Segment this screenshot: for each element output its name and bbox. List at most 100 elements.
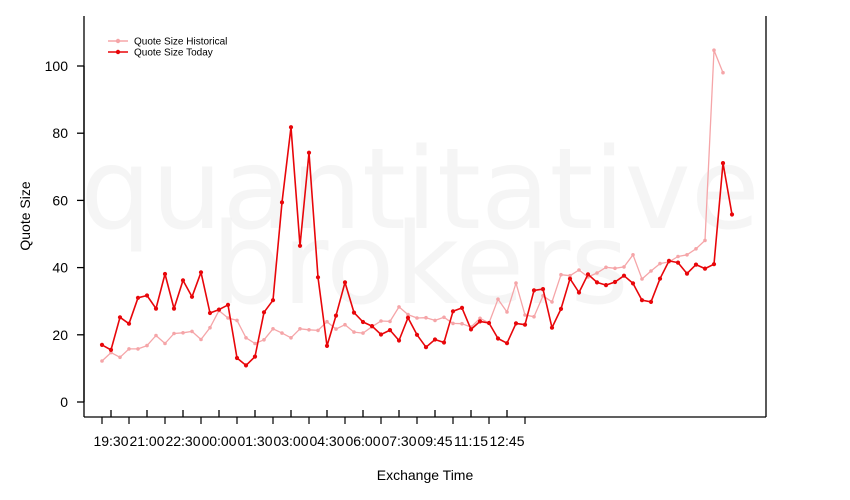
data-point-historical [118, 355, 122, 360]
x-tick-label: 00:00 [201, 433, 236, 449]
data-point-today [729, 212, 735, 217]
data-point-today [540, 287, 546, 292]
data-point-historical [127, 347, 131, 351]
x-tick-label: 03:00 [273, 433, 308, 449]
data-point-historical [172, 331, 176, 336]
data-point-historical [208, 325, 212, 330]
data-point-today [468, 327, 474, 332]
data-point-today [216, 307, 222, 312]
data-point-today [387, 328, 393, 333]
data-point-today [675, 260, 681, 265]
data-point-today [630, 281, 636, 286]
data-point-today [549, 325, 555, 330]
data-point-today [396, 338, 402, 343]
data-point-historical [190, 329, 194, 334]
data-point-historical [640, 277, 644, 281]
data-point-today [558, 306, 564, 311]
data-point-today [486, 320, 492, 326]
data-point-today [351, 310, 357, 315]
series-historical [100, 48, 725, 363]
data-point-historical [343, 322, 347, 327]
data-point-historical [145, 343, 149, 348]
data-point-today [234, 355, 240, 361]
data-point-historical [478, 316, 482, 321]
data-point-today [378, 332, 384, 337]
data-point-historical [226, 316, 230, 320]
data-point-today [495, 336, 501, 341]
data-point-today [315, 275, 321, 280]
data-point-historical [199, 337, 203, 342]
data-point-historical [658, 261, 662, 266]
data-point-historical [649, 269, 653, 273]
legend-label-today: Quote Size Today [134, 48, 213, 59]
series-today [99, 125, 735, 368]
data-point-today [693, 262, 699, 267]
data-point-today [603, 283, 609, 288]
data-point-historical [496, 297, 500, 302]
data-point-today [576, 290, 582, 295]
data-point-historical [280, 331, 284, 335]
data-point-historical [316, 328, 320, 333]
data-point-today [657, 276, 663, 281]
data-point-historical [568, 273, 572, 278]
x-tick-label: 04:30 [309, 433, 344, 449]
data-point-historical [433, 318, 437, 323]
data-point-historical [613, 266, 617, 271]
data-point-historical [136, 347, 140, 351]
x-tick-label: 11:15 [454, 433, 488, 449]
data-point-historical [352, 330, 356, 334]
data-point-today [720, 161, 726, 166]
y-axis: 0 20 40 60 80 100 [45, 58, 85, 410]
data-point-historical [298, 327, 302, 331]
data-point-today [306, 150, 312, 155]
data-point-today [270, 298, 276, 303]
data-point-today [522, 322, 528, 327]
data-point-historical [577, 268, 581, 272]
legend-marker-today [115, 49, 121, 55]
data-point-today [585, 272, 591, 277]
y-tick-label: 60 [52, 192, 68, 208]
data-point-today [414, 332, 420, 337]
data-point-today [531, 288, 537, 293]
x-tick-label: 12:45 [489, 433, 524, 449]
data-point-historical [181, 331, 185, 335]
data-point-historical [442, 315, 446, 320]
data-point-historical [721, 70, 725, 75]
data-point-historical [595, 271, 599, 275]
legend-item-today: Quote Size Today [108, 48, 213, 59]
x-tick-label: 07:30 [381, 433, 416, 449]
data-point-today [324, 343, 330, 348]
data-point-today [333, 313, 339, 318]
data-point-today [126, 321, 132, 326]
data-point-today [612, 279, 618, 285]
data-point-historical [532, 314, 536, 319]
data-point-today [369, 324, 375, 329]
data-point-today [513, 321, 519, 326]
data-point-historical [253, 341, 257, 346]
x-tick-label: 22:30 [165, 433, 200, 449]
data-point-today [297, 243, 303, 248]
watermark: quantitative brokers [80, 125, 760, 330]
y-tick-label: 80 [52, 125, 68, 141]
data-point-today [243, 363, 249, 368]
data-point-today [162, 271, 168, 277]
series-line-historical [101, 49, 724, 362]
data-point-today [279, 200, 285, 205]
legend-label-historical: Quote Size Historical [134, 37, 227, 48]
data-point-today [423, 345, 429, 350]
data-point-today [594, 280, 600, 285]
x-tick-label: 21:00 [129, 433, 164, 449]
data-point-today [477, 319, 483, 324]
y-tick-label: 40 [52, 260, 68, 276]
data-point-historical [307, 328, 311, 332]
legend-marker-historical [115, 38, 121, 44]
data-point-historical [388, 319, 392, 324]
data-point-historical [460, 321, 464, 326]
data-point-today [288, 125, 294, 130]
data-point-today [684, 271, 690, 276]
data-point-today [180, 278, 186, 283]
data-point-today [108, 347, 114, 352]
data-point-historical [100, 359, 104, 363]
data-point-historical [415, 316, 419, 320]
